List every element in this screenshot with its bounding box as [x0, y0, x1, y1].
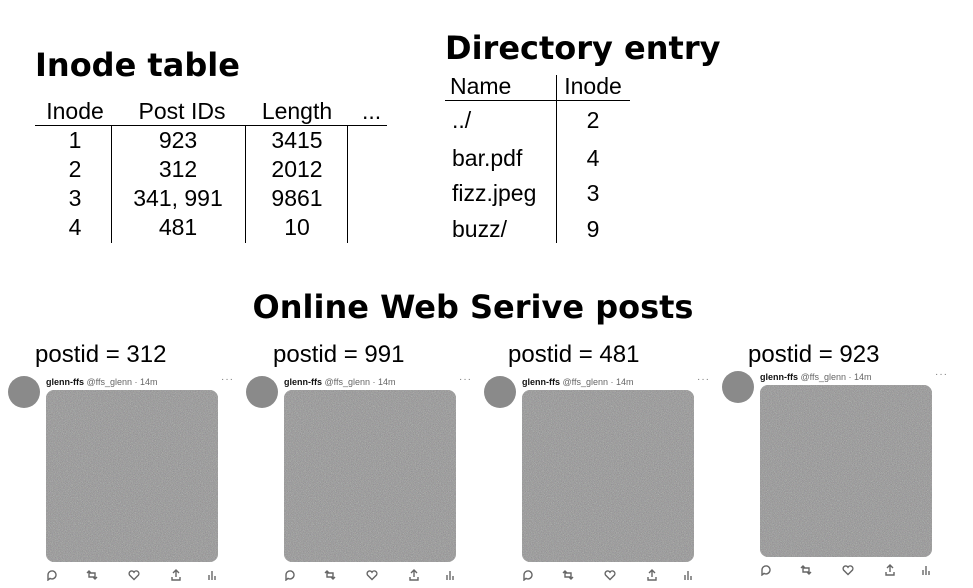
inode-table-cell: 341, 991 [133, 185, 223, 211]
more-options-icon[interactable]: ··· [935, 369, 948, 380]
post-card-991[interactable]: glenn-ffs @ffs_glenn · 14m ··· [246, 374, 478, 588]
post-label-991: postid = 991 [273, 341, 405, 368]
reply-icon[interactable] [760, 563, 774, 577]
inode-table-cell: 312 [158, 156, 198, 182]
post-card-923[interactable]: glenn-ffs @ffs_glenn · 14m ··· [722, 369, 954, 583]
directory-entry-header-inode: Inode [564, 73, 622, 99]
inode-table-cell: 481 [158, 214, 198, 240]
author-name: glenn-ffs [522, 377, 560, 387]
author-handle: @ffs_glenn [324, 377, 371, 387]
inode-table-header-inode: Inode [46, 98, 104, 124]
repost-icon[interactable] [86, 568, 100, 582]
post-time: 14m [140, 377, 158, 387]
inode-table-divider-3 [347, 125, 348, 243]
repost-icon[interactable] [562, 568, 576, 582]
post-actions [522, 568, 698, 582]
analytics-icon[interactable] [682, 568, 696, 582]
post-media[interactable] [46, 390, 218, 562]
inode-table-cell: 4 [68, 214, 82, 240]
inode-table-cell: 9861 [271, 185, 323, 211]
post-media[interactable] [522, 390, 694, 562]
like-icon[interactable] [366, 568, 380, 582]
directory-entry-name: bar.pdf [452, 145, 523, 171]
directory-entry-title: Directory entry [445, 29, 721, 67]
directory-entry-inode: 3 [586, 180, 600, 206]
inode-table-header-post-ids: Post IDs [138, 98, 226, 124]
share-icon[interactable] [884, 563, 898, 577]
author-name: glenn-ffs [760, 372, 798, 382]
post-time: 14m [378, 377, 396, 387]
inode-table-divider-2 [245, 125, 246, 243]
post-media[interactable] [760, 385, 932, 557]
inode-table-cell: 10 [284, 214, 310, 240]
author-handle: @ffs_glenn [562, 377, 609, 387]
author-handle: @ffs_glenn [800, 372, 847, 382]
inode-table-divider-1 [111, 125, 112, 243]
inode-table-header-length: Length [261, 98, 333, 124]
post-label-481: postid = 481 [508, 341, 640, 368]
inode-table-cell: 2012 [271, 156, 323, 182]
directory-entry-inode: 9 [586, 216, 600, 242]
inode-table-cell: 923 [158, 127, 198, 153]
inode-table-title: Inode table [35, 46, 240, 84]
analytics-icon[interactable] [444, 568, 458, 582]
directory-entry-name: ../ [452, 107, 472, 133]
share-icon[interactable] [408, 568, 422, 582]
inode-table-header-rule [35, 125, 387, 126]
post-label-923: postid = 923 [748, 341, 880, 368]
share-icon[interactable] [170, 568, 184, 582]
directory-entry-inode: 2 [586, 107, 600, 133]
avatar[interactable] [484, 376, 516, 408]
more-options-icon[interactable]: ··· [221, 374, 234, 385]
inode-table-cell: 3415 [271, 127, 323, 153]
like-icon[interactable] [604, 568, 618, 582]
author-name: glenn-ffs [46, 377, 84, 387]
author-handle: @ffs_glenn [86, 377, 133, 387]
reply-icon[interactable] [284, 568, 298, 582]
share-icon[interactable] [646, 568, 660, 582]
post-author[interactable]: glenn-ffs @ffs_glenn · 14m [46, 377, 158, 387]
avatar[interactable] [722, 371, 754, 403]
post-label-312: postid = 312 [35, 341, 167, 368]
more-options-icon[interactable]: ··· [697, 374, 710, 385]
like-icon[interactable] [842, 563, 856, 577]
avatar[interactable] [246, 376, 278, 408]
repost-icon[interactable] [324, 568, 338, 582]
directory-entry-header-name: Name [450, 73, 512, 99]
posts-section-title: Online Web Serive posts [252, 288, 694, 326]
analytics-icon[interactable] [920, 563, 934, 577]
directory-entry-inode: 4 [586, 145, 600, 171]
post-time: 14m [616, 377, 634, 387]
inode-table-cell: 3 [68, 185, 82, 211]
post-time: 14m [854, 372, 872, 382]
author-name: glenn-ffs [284, 377, 322, 387]
post-media[interactable] [284, 390, 456, 562]
inode-table-cell: 2 [68, 156, 82, 182]
inode-table-header-more: ... [362, 98, 382, 124]
avatar[interactable] [8, 376, 40, 408]
directory-entry-header-rule [445, 100, 630, 101]
post-author[interactable]: glenn-ffs @ffs_glenn · 14m [284, 377, 396, 387]
like-icon[interactable] [128, 568, 142, 582]
directory-entry-name: buzz/ [452, 216, 507, 242]
more-options-icon[interactable]: ··· [459, 374, 472, 385]
directory-entry-divider [556, 75, 557, 243]
reply-icon[interactable] [46, 568, 60, 582]
post-actions [760, 563, 936, 577]
post-author[interactable]: glenn-ffs @ffs_glenn · 14m [760, 372, 872, 382]
analytics-icon[interactable] [206, 568, 220, 582]
post-card-481[interactable]: glenn-ffs @ffs_glenn · 14m ··· [484, 374, 716, 588]
inode-table-cell: 1 [68, 127, 82, 153]
post-actions [46, 568, 222, 582]
repost-icon[interactable] [800, 563, 814, 577]
post-author[interactable]: glenn-ffs @ffs_glenn · 14m [522, 377, 634, 387]
post-card-312[interactable]: glenn-ffs @ffs_glenn · 14m ··· [8, 374, 240, 588]
reply-icon[interactable] [522, 568, 536, 582]
post-actions [284, 568, 460, 582]
directory-entry-name: fizz.jpeg [452, 180, 537, 206]
